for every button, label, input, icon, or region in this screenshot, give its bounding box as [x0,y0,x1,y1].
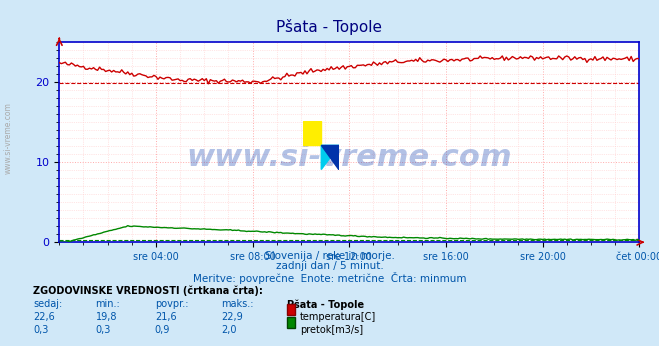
Text: 2,0: 2,0 [221,325,237,335]
Text: 0,9: 0,9 [155,325,170,335]
Text: 0,3: 0,3 [96,325,111,335]
Polygon shape [322,145,339,170]
Text: Meritve: povprečne  Enote: metrične  Črta: minmum: Meritve: povprečne Enote: metrične Črta:… [192,272,467,284]
Text: sedaj:: sedaj: [33,299,62,309]
Text: 0,3: 0,3 [33,325,48,335]
Text: www.si-vreme.com: www.si-vreme.com [4,102,13,174]
Text: min.:: min.: [96,299,121,309]
Text: ZGODOVINSKE VREDNOSTI (črtkana črta):: ZGODOVINSKE VREDNOSTI (črtkana črta): [33,285,263,296]
Text: temperatura[C]: temperatura[C] [300,312,376,322]
Text: Pšata - Topole: Pšata - Topole [287,299,364,310]
Polygon shape [322,145,339,170]
Text: pretok[m3/s]: pretok[m3/s] [300,325,363,335]
Text: povpr.:: povpr.: [155,299,188,309]
Text: 22,6: 22,6 [33,312,55,322]
Text: maks.:: maks.: [221,299,253,309]
Bar [303,121,322,145]
Text: Pšata - Topole: Pšata - Topole [277,19,382,35]
Text: 22,9: 22,9 [221,312,243,322]
Text: zadnji dan / 5 minut.: zadnji dan / 5 minut. [275,261,384,271]
Text: 19,8: 19,8 [96,312,117,322]
Text: 21,6: 21,6 [155,312,177,322]
Text: Slovenija / reke in morje.: Slovenija / reke in morje. [264,251,395,261]
Text: www.si-vreme.com: www.si-vreme.com [186,143,512,172]
